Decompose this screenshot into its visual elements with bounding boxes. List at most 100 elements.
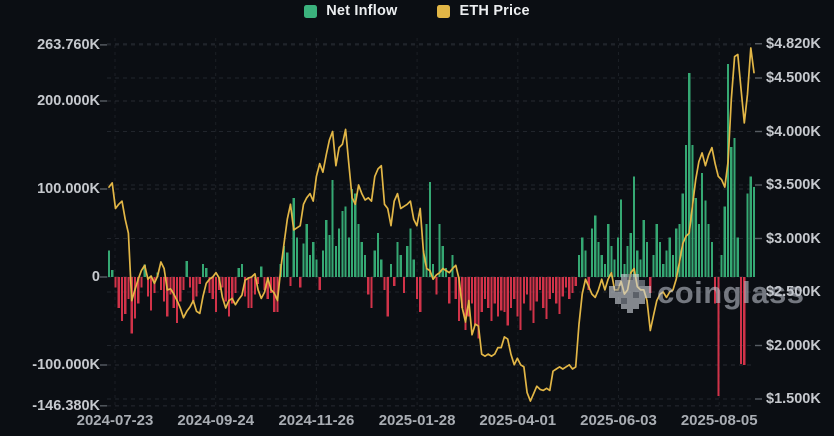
inflow-bar-positive	[380, 259, 383, 277]
inflow-bar-negative	[714, 277, 717, 304]
inflow-bar-negative	[370, 277, 373, 308]
inflow-bar-positive	[295, 237, 299, 277]
inflow-bar-positive	[406, 246, 409, 277]
chart-legend: Net Inflow ETH Price	[0, 3, 834, 19]
inflow-bar-positive	[684, 145, 688, 277]
inflow-bar-positive	[292, 197, 295, 277]
inflow-bar-negative	[257, 277, 260, 285]
inflow-bar-positive	[626, 246, 629, 277]
inflow-bar-negative	[545, 277, 548, 320]
inflow-bar-positive	[678, 224, 681, 277]
inflow-bar-positive	[308, 255, 312, 277]
inflow-bar-positive	[730, 146, 733, 277]
x-axis-date-label: 2024-09-24	[177, 412, 255, 429]
inflow-bar-negative	[415, 277, 419, 299]
inflow-bar-negative	[480, 277, 483, 313]
legend-item-eth-price[interactable]: ETH Price	[437, 3, 530, 19]
inflow-bar-positive	[694, 197, 697, 277]
inflow-bar-positive	[746, 193, 749, 277]
inflow-bar-positive	[357, 224, 360, 277]
inflow-bar-negative	[509, 277, 513, 308]
inflow-bar-positive	[675, 228, 678, 277]
inflow-bar-negative	[172, 277, 175, 308]
inflow-bar-negative	[477, 277, 480, 339]
inflow-bar-negative	[649, 277, 652, 293]
inflow-bar-positive	[341, 211, 344, 277]
inflow-bar-positive	[577, 255, 581, 277]
inflow-bar-positive	[312, 241, 315, 277]
inflow-bar-negative	[393, 277, 396, 286]
inflow-bar-positive	[636, 250, 639, 277]
inflow-bar-positive	[412, 259, 415, 277]
inflow-bar-positive	[344, 206, 347, 277]
inflow-bar-positive	[107, 250, 111, 277]
inflow-bar-negative	[500, 277, 503, 311]
inflow-bar-negative	[214, 277, 218, 313]
inflow-bar-positive	[645, 241, 649, 277]
inflow-bar-negative	[386, 277, 389, 317]
inflow-bar-negative	[227, 277, 231, 317]
inflow-bar-positive	[720, 255, 723, 277]
inflow-bar-negative	[461, 277, 464, 308]
inflow-bar-negative	[231, 277, 234, 304]
inflow-bar-positive	[325, 219, 328, 277]
inflow-bar-positive	[603, 263, 606, 277]
inflow-bar-negative	[548, 277, 551, 299]
inflow-bar-negative	[234, 277, 237, 293]
inflow-bar-negative	[743, 277, 746, 365]
inflow-bar-negative	[402, 277, 406, 293]
inflow-bar-positive	[620, 199, 623, 277]
inflow-bar-positive	[736, 237, 739, 277]
inflow-bar-positive	[733, 137, 736, 277]
inflow-bar-positive	[185, 261, 188, 277]
inflow-bar-negative	[448, 277, 451, 304]
inflow-bar-negative	[250, 277, 253, 308]
inflow-bar-positive	[668, 237, 671, 277]
eth-price-swatch-icon	[437, 4, 451, 18]
inflow-bar-negative	[266, 277, 269, 299]
inflow-bar-positive	[681, 193, 684, 277]
inflow-bar-positive	[347, 237, 350, 277]
inflow-bar-negative	[493, 277, 496, 304]
inflow-bar-negative	[516, 277, 519, 317]
inflow-bar-positive	[584, 250, 587, 277]
inflow-bar-positive	[389, 263, 393, 277]
inflow-bar-positive	[594, 215, 597, 277]
inflow-bar-positive	[409, 228, 412, 277]
inflow-bar-positive	[205, 268, 208, 277]
inflow-bar-positive	[688, 72, 691, 277]
inflow-bar-negative	[221, 277, 224, 288]
inflow-bar-negative	[137, 277, 140, 304]
legend-item-net-inflow[interactable]: Net Inflow	[304, 3, 397, 19]
inflow-bar-negative	[526, 277, 529, 295]
inflow-bar-negative	[114, 277, 117, 288]
inflow-bar-negative	[435, 277, 438, 295]
inflow-bar-positive	[629, 233, 632, 277]
inflow-bar-negative	[474, 277, 477, 326]
inflow-bar-positive	[286, 252, 289, 277]
inflow-bar-negative	[130, 277, 133, 334]
inflow-bar-positive	[331, 180, 334, 277]
inflow-bar-positive	[701, 173, 704, 277]
inflow-bar-negative	[120, 277, 124, 321]
inflow-bar-positive	[671, 255, 675, 277]
inflow-bar-negative	[179, 277, 182, 302]
inflow-bar-positive	[597, 241, 600, 277]
right-axis-label: $2.000K	[766, 337, 821, 354]
x-axis-date-label: 2025-06-03	[580, 412, 657, 429]
right-axis-label: $4.000K	[766, 123, 821, 140]
left-axis-label: 200.000K	[37, 93, 100, 109]
inflow-bar-negative	[561, 277, 564, 297]
inflow-bar-negative	[299, 277, 302, 288]
inflow-bar-positive	[428, 181, 431, 277]
inflow-bar-negative	[150, 277, 153, 311]
inflow-bar-negative	[166, 277, 169, 317]
legend-label-net-inflow: Net Inflow	[326, 3, 398, 19]
inflow-bar-positive	[639, 259, 642, 277]
inflow-bar-positive	[665, 250, 668, 277]
right-axis-label: $4.820K	[766, 35, 821, 52]
inflow-bar-negative	[117, 277, 120, 308]
inflow-bar-negative	[195, 277, 198, 297]
inflow-bar-negative	[587, 277, 590, 291]
